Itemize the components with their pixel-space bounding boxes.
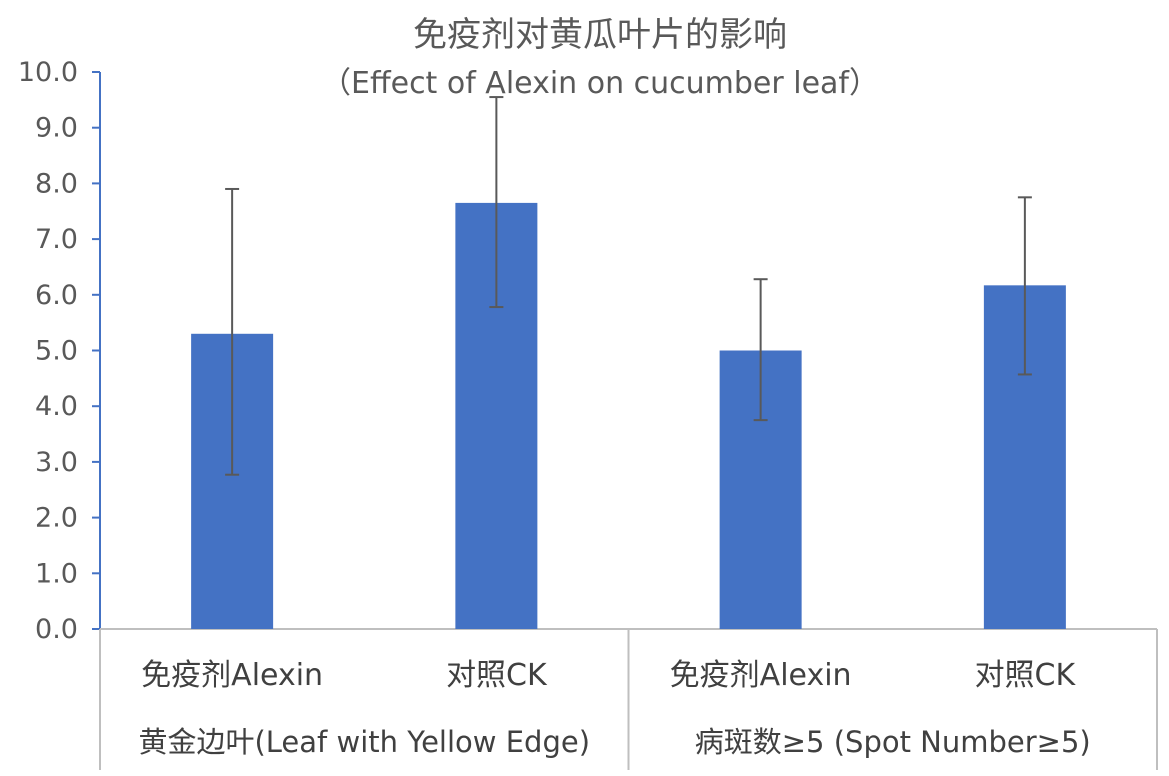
x-category-label: 对照CK xyxy=(446,658,548,693)
y-tick-label: 6.0 xyxy=(35,280,78,311)
y-tick-label: 9.0 xyxy=(35,113,78,144)
x-category-label: 免疫剂Alexin xyxy=(670,658,852,693)
y-tick-label: 2.0 xyxy=(35,503,78,534)
chart-title: 免疫剂对黄瓜叶片的影响 xyxy=(413,15,787,55)
chart-subtitle: （Effect of Alexin on cucumber leaf） xyxy=(321,66,879,101)
x-category-label: 免疫剂Alexin xyxy=(141,658,323,693)
y-tick-label: 5.0 xyxy=(35,336,78,367)
y-tick-label: 8.0 xyxy=(35,168,78,199)
bars xyxy=(191,96,1066,629)
y-tick-label: 10.0 xyxy=(18,57,78,88)
y-tick-label: 3.0 xyxy=(35,447,78,478)
x-category-label: 对照CK xyxy=(975,658,1077,693)
y-tick-label: 1.0 xyxy=(35,558,78,589)
y-tick-label: 7.0 xyxy=(35,224,78,255)
axes: 0.0 1.0 2.0 3.0 4.0 5.0 6.0 7.0 8.0 9.0 10.0 xyxy=(18,57,1158,770)
y-tick-label: 0.0 xyxy=(35,614,78,645)
y-tick-label: 4.0 xyxy=(35,391,78,422)
x-group-label: 病斑数≥5 (Spot Number≥5) xyxy=(695,725,1091,759)
x-group-label: 黄金边叶(Leaf with Yellow Edge) xyxy=(138,725,590,759)
category-labels: 免疫剂Alexin 对照CK 免疫剂Alexin 对照CK 黄金边叶(Leaf with… xyxy=(138,658,1090,759)
